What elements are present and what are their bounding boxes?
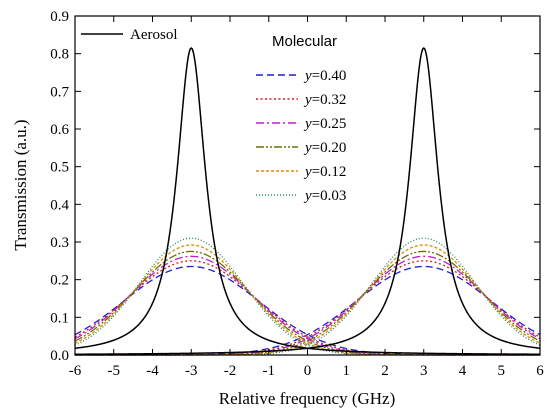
x-tick-label: 2 (381, 363, 389, 379)
x-axis-title: Relative frequency (GHz) (219, 389, 396, 408)
legend-label-y-4: y=0.12 (303, 164, 346, 180)
molecular-curve-3-peak-1 (74, 255, 540, 356)
legend-label-y-0: y=0.40 (303, 68, 346, 84)
y-tick-label: 0.8 (50, 47, 69, 63)
y-axis-title: Transmission (a.u.) (11, 119, 30, 250)
legend-label-y-3: y=0.20 (303, 140, 346, 156)
y-tick-label: 0.9 (50, 9, 69, 25)
molecular-curve-4-peak-1 (74, 250, 540, 356)
y-tick-label: 0.5 (50, 160, 69, 176)
x-tick-label: 4 (459, 363, 467, 379)
x-tick-label: 5 (498, 363, 506, 379)
axis-ticks (74, 15, 541, 356)
legend-label-aerosol: Aerosol (130, 27, 178, 43)
molecular-curve-4-peak-2 (75, 250, 541, 356)
y-tick-label: 0.2 (50, 273, 69, 289)
x-tick-label: -2 (224, 363, 237, 379)
y-tick-label: 0.7 (50, 84, 69, 100)
legend-molecular-entries: y=0.40 y=0.32 y=0.25 y=0.20 y=0.12 y=0.03 (256, 68, 346, 204)
y-tick-label: 0.1 (50, 310, 69, 326)
x-tick-label: -6 (69, 363, 82, 379)
x-tick-label: -3 (185, 363, 198, 379)
y-tick-label: 0.6 (50, 122, 69, 138)
x-tick-label: 1 (343, 363, 351, 379)
axis-tick-labels: -6 -5 -4 -3 -2 -1 0 1 2 3 4 5 6 0.0 0.1 0.2 0.3 0.4 0.5 0.6… (50, 9, 544, 379)
x-tick-label: 3 (420, 363, 428, 379)
molecular-curve-3-peak-2 (75, 255, 541, 356)
x-tick-label: -1 (263, 363, 276, 379)
x-tick-label: 6 (536, 363, 544, 379)
legend-label-y-2: y=0.25 (303, 116, 346, 132)
y-tick-label: 0.4 (50, 197, 69, 213)
x-tick-label: -4 (146, 363, 159, 379)
legend-molecular-header: Molecular (272, 33, 337, 50)
legend-label-y-5: y=0.03 (303, 188, 346, 204)
molecular-curve-6-peak-1 (74, 237, 540, 356)
legend-label-y-1: y=0.32 (303, 92, 346, 108)
legend: Aerosol Molecular y=0.40y=0.32y=0.25y=0.… (81, 27, 346, 204)
plot-area-border (74, 15, 541, 356)
x-tick-label: 0 (304, 363, 312, 379)
y-tick-label: 0.3 (50, 235, 69, 251)
y-tick-label: 0.0 (50, 348, 69, 364)
molecular-curve-6-peak-2 (75, 237, 541, 356)
plot-frame (74, 15, 541, 356)
x-tick-label: -5 (108, 363, 121, 379)
